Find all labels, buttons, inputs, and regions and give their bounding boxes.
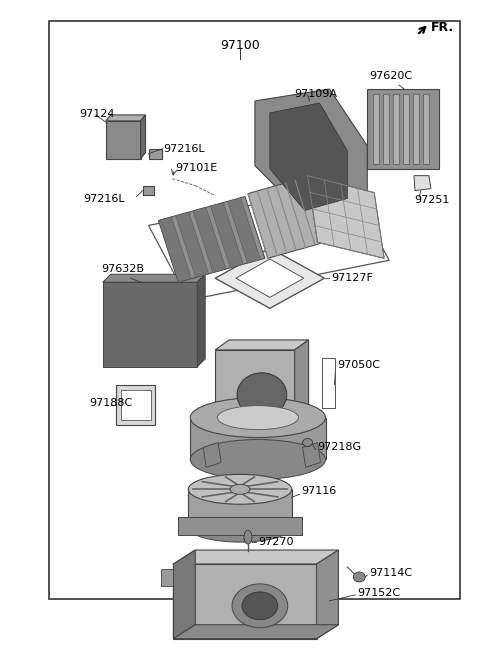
Polygon shape [248,178,324,258]
Polygon shape [203,443,221,468]
Polygon shape [143,186,155,195]
Ellipse shape [190,440,325,480]
Polygon shape [176,212,209,277]
Polygon shape [302,443,321,468]
Bar [413,94,419,164]
Polygon shape [158,217,192,282]
Bar [367,89,439,169]
Polygon shape [414,176,431,191]
Ellipse shape [244,530,252,544]
Polygon shape [308,176,384,258]
Ellipse shape [188,474,292,504]
Ellipse shape [190,398,325,438]
Polygon shape [210,203,243,268]
Polygon shape [173,564,316,639]
Polygon shape [316,550,338,639]
Ellipse shape [353,572,365,582]
Polygon shape [173,625,338,639]
Polygon shape [116,385,156,424]
Ellipse shape [230,484,250,494]
Polygon shape [120,390,151,420]
Ellipse shape [302,438,312,447]
Polygon shape [215,340,309,350]
Polygon shape [228,197,261,263]
Text: 97251: 97251 [414,195,449,205]
Text: 97114C: 97114C [369,568,412,578]
Polygon shape [173,550,195,639]
Text: 97270: 97270 [258,537,293,547]
Text: 97124: 97124 [79,109,114,119]
Polygon shape [197,274,205,367]
Text: 97127F: 97127F [332,273,373,283]
Ellipse shape [242,592,278,620]
Polygon shape [103,274,205,282]
Ellipse shape [188,512,292,542]
Text: 97101E: 97101E [175,163,217,173]
Text: 97188C: 97188C [89,398,132,407]
Polygon shape [161,569,173,586]
Polygon shape [295,340,309,430]
Text: 97632B: 97632B [101,264,144,274]
Text: 97218G: 97218G [318,443,361,453]
Polygon shape [179,517,301,535]
Text: 97050C: 97050C [337,360,381,370]
Polygon shape [215,350,295,430]
Ellipse shape [237,373,287,417]
Text: 97109A: 97109A [295,89,338,99]
Polygon shape [148,149,162,159]
Text: 97216L: 97216L [83,194,124,203]
Polygon shape [106,121,141,159]
Polygon shape [103,282,197,367]
Polygon shape [215,248,324,308]
Polygon shape [190,418,325,459]
Polygon shape [270,103,348,211]
Bar [403,94,409,164]
Ellipse shape [232,584,288,628]
Polygon shape [106,115,145,121]
Bar [423,94,429,164]
Polygon shape [141,115,145,159]
Bar [49,21,459,599]
Text: 97116: 97116 [301,486,337,497]
Text: 97152C: 97152C [357,588,400,598]
Text: 97620C: 97620C [369,71,412,81]
Ellipse shape [217,405,299,430]
Polygon shape [158,197,265,282]
Bar [373,94,379,164]
Bar [383,94,389,164]
Polygon shape [255,89,367,220]
Bar [393,94,399,164]
Text: 97216L: 97216L [164,144,205,154]
Polygon shape [188,489,292,527]
Bar [322,358,336,407]
Polygon shape [236,259,304,297]
Polygon shape [193,207,226,273]
Polygon shape [173,550,338,564]
Text: 97100: 97100 [220,39,260,52]
Text: FR.: FR. [431,21,454,34]
